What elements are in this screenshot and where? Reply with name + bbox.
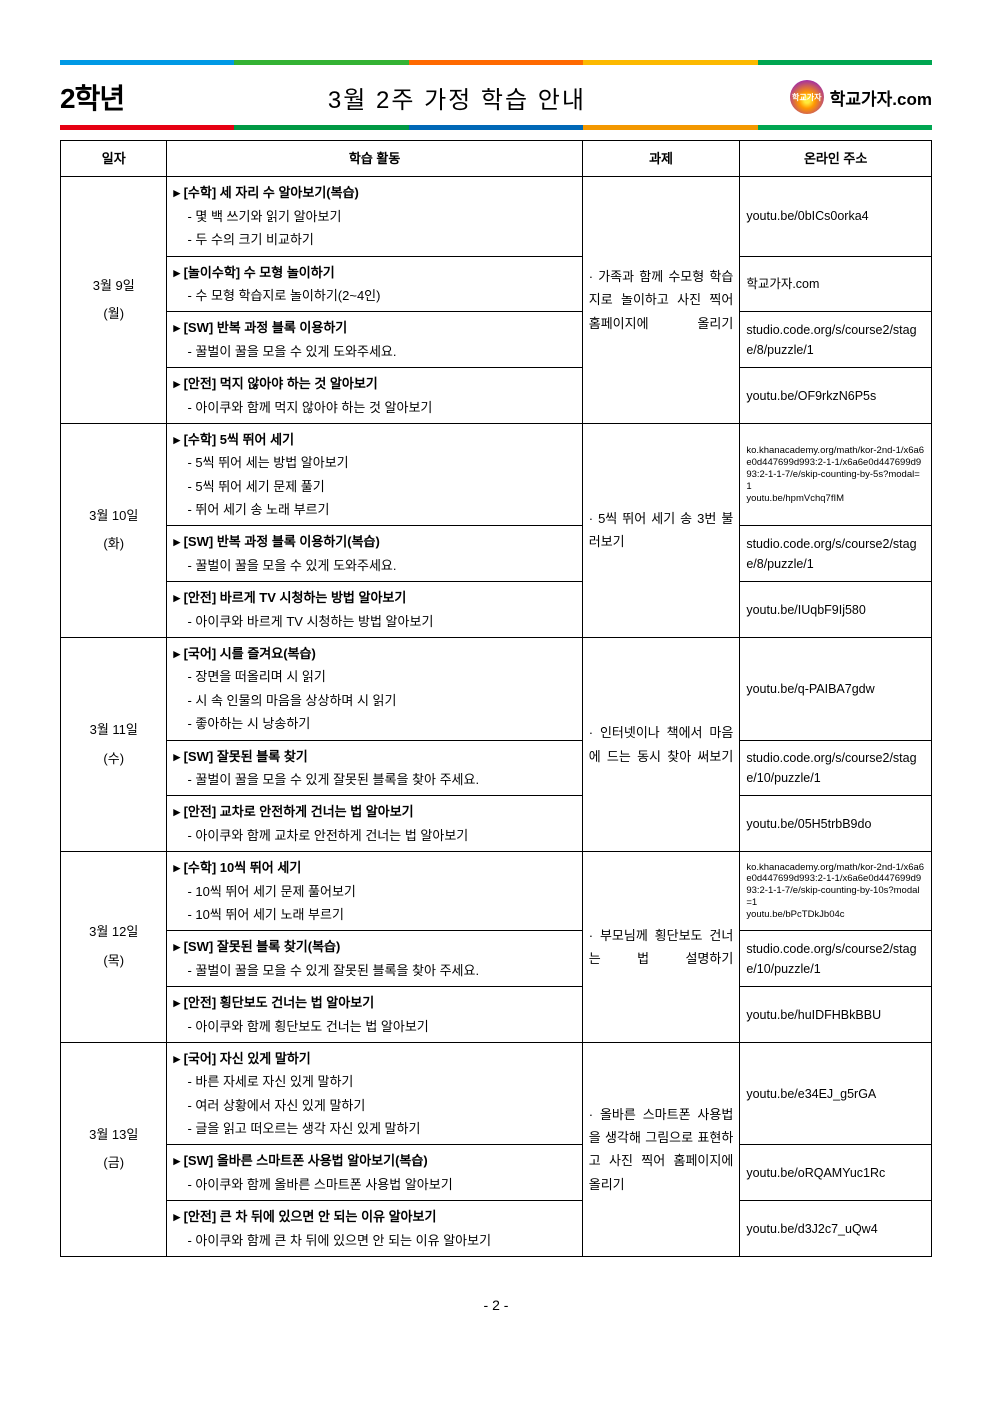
date-cell: 3월 13일(금) [61, 1042, 167, 1256]
page-number: - 2 - [60, 1297, 932, 1313]
activity-cell: ▸ [안전] 횡단보도 건너는 법 알아보기- 아이쿠와 함께 횡단보도 건너는… [167, 987, 582, 1043]
task-cell: · 5씩 뛰어 세기 송 3번 불러보기 [582, 423, 740, 637]
table-body: 3월 9일(월)▸ [수학] 세 자리 수 알아보기(복습)- 몇 백 쓰기와 … [61, 177, 932, 1257]
table-header-row: 일자 학습 활동 과제 온라인 주소 [61, 141, 932, 177]
activity-cell: ▸ [SW] 잘못된 블록 찾기(복습)- 꿀벌이 꿀을 모을 수 있게 잘못된… [167, 931, 582, 987]
header-row: 2학년 3월 2주 가정 학습 안내 학교가자 학교가자.com [60, 73, 932, 125]
table-row: ▸ [SW] 잘못된 블록 찾기- 꿀벌이 꿀을 모을 수 있게 잘못된 블록을… [61, 740, 932, 796]
table-row: ▸ [안전] 큰 차 뒤에 있으면 안 되는 이유 알아보기- 아이쿠와 함께 … [61, 1201, 932, 1257]
url-cell: 학교가자.com [740, 256, 932, 312]
date-cell: 3월 9일(월) [61, 177, 167, 424]
grade-label: 2학년 [60, 77, 124, 117]
url-cell: studio.code.org/s/course2/stage/10/puzzl… [740, 931, 932, 987]
activity-cell: ▸ [안전] 교차로 안전하게 건너는 법 알아보기- 아이쿠와 함께 교차로 … [167, 796, 582, 852]
url-cell: youtu.be/oRQAMYuc1Rc [740, 1145, 932, 1201]
table-row: ▸ [SW] 잘못된 블록 찾기(복습)- 꿀벌이 꿀을 모을 수 있게 잘못된… [61, 931, 932, 987]
task-cell: · 부모님께 횡단보도 건너는 법 설명하기 [582, 852, 740, 1043]
url-cell: studio.code.org/s/course2/stage/10/puzzl… [740, 740, 932, 796]
activity-cell: ▸ [SW] 반복 과정 블록 이용하기- 꿀벌이 꿀을 모을 수 있게 도와주… [167, 312, 582, 368]
activity-cell: ▸ [SW] 반복 과정 블록 이용하기(복습)- 꿀벌이 꿀을 모을 수 있게… [167, 526, 582, 582]
url-cell: youtu.be/q-PAIBA7gdw [740, 638, 932, 741]
task-cell: · 인터넷이나 책에서 마음에 드는 동시 찾아 써보기 [582, 638, 740, 852]
activity-cell: ▸ [수학] 5씩 뛰어 세기- 5씩 뛰어 세는 방법 알아보기- 5씩 뛰어… [167, 423, 582, 526]
url-cell: youtu.be/huIDFHBkBBU [740, 987, 932, 1043]
activity-cell: ▸ [국어] 시를 즐겨요(복습)- 장면을 떠올리며 시 읽기- 시 속 인물… [167, 638, 582, 741]
th-url: 온라인 주소 [740, 141, 932, 177]
th-date: 일자 [61, 141, 167, 177]
table-row: 3월 11일(수)▸ [국어] 시를 즐겨요(복습)- 장면을 떠올리며 시 읽… [61, 638, 932, 741]
table-row: ▸ [안전] 횡단보도 건너는 법 알아보기- 아이쿠와 함께 횡단보도 건너는… [61, 987, 932, 1043]
date-cell: 3월 11일(수) [61, 638, 167, 852]
date-cell: 3월 10일(화) [61, 423, 167, 637]
schedule-table: 일자 학습 활동 과제 온라인 주소 3월 9일(월)▸ [수학] 세 자리 수… [60, 140, 932, 1257]
url-cell: youtu.be/0bICs0orka4 [740, 177, 932, 256]
url-cell: ko.khanacademy.org/math/kor-2nd-1/x6a6e0… [740, 423, 932, 526]
url-cell: studio.code.org/s/course2/stage/8/puzzle… [740, 312, 932, 368]
task-cell: · 가족과 함께 수모형 학습지로 놀이하고 사진 찍어 홈페이지에 올리기 [582, 177, 740, 424]
table-row: 3월 9일(월)▸ [수학] 세 자리 수 알아보기(복습)- 몇 백 쓰기와 … [61, 177, 932, 256]
activity-cell: ▸ [안전] 큰 차 뒤에 있으면 안 되는 이유 알아보기- 아이쿠와 함께 … [167, 1201, 582, 1257]
page-title: 3월 2주 가정 학습 안내 [124, 80, 790, 115]
logo-icon: 학교가자 [790, 80, 824, 114]
task-cell: · 올바른 스마트폰 사용법을 생각해 그림으로 표현하고 사진 찍어 홈페이지… [582, 1042, 740, 1256]
url-cell: youtu.be/OF9rkzN6P5s [740, 368, 932, 424]
activity-cell: ▸ [안전] 먹지 않아야 하는 것 알아보기- 아이쿠와 함께 먹지 않아야 … [167, 368, 582, 424]
url-cell: youtu.be/05H5trbB9do [740, 796, 932, 852]
activity-cell: ▸ [놀이수학] 수 모형 놀이하기- 수 모형 학습지로 놀이하기(2~4인) [167, 256, 582, 312]
table-row: ▸ [놀이수학] 수 모형 놀이하기- 수 모형 학습지로 놀이하기(2~4인)… [61, 256, 932, 312]
table-row: ▸ [SW] 반복 과정 블록 이용하기- 꿀벌이 꿀을 모을 수 있게 도와주… [61, 312, 932, 368]
bottom-color-bar [60, 125, 932, 130]
table-row: 3월 12일(목)▸ [수학] 10씩 뛰어 세기- 10씩 뛰어 세기 문제 … [61, 852, 932, 931]
table-row: ▸ [SW] 올바른 스마트폰 사용법 알아보기(복습)- 아이쿠와 함께 올바… [61, 1145, 932, 1201]
url-cell: youtu.be/IUqbF9Ij580 [740, 582, 932, 638]
table-row: ▸ [SW] 반복 과정 블록 이용하기(복습)- 꿀벌이 꿀을 모을 수 있게… [61, 526, 932, 582]
activity-cell: ▸ [SW] 잘못된 블록 찾기- 꿀벌이 꿀을 모을 수 있게 잘못된 블록을… [167, 740, 582, 796]
th-task: 과제 [582, 141, 740, 177]
table-row: ▸ [안전] 바르게 TV 시청하는 방법 알아보기- 아이쿠와 바르게 TV … [61, 582, 932, 638]
activity-cell: ▸ [안전] 바르게 TV 시청하는 방법 알아보기- 아이쿠와 바르게 TV … [167, 582, 582, 638]
activity-cell: ▸ [SW] 올바른 스마트폰 사용법 알아보기(복습)- 아이쿠와 함께 올바… [167, 1145, 582, 1201]
table-row: ▸ [안전] 교차로 안전하게 건너는 법 알아보기- 아이쿠와 함께 교차로 … [61, 796, 932, 852]
logo-area: 학교가자 학교가자.com [790, 80, 932, 114]
date-cell: 3월 12일(목) [61, 852, 167, 1043]
activity-cell: ▸ [수학] 10씩 뛰어 세기- 10씩 뛰어 세기 문제 풀어보기- 10씩… [167, 852, 582, 931]
logo-text: 학교가자.com [830, 85, 932, 110]
table-row: 3월 13일(금)▸ [국어] 자신 있게 말하기- 바른 자세로 자신 있게 … [61, 1042, 932, 1145]
activity-cell: ▸ [수학] 세 자리 수 알아보기(복습)- 몇 백 쓰기와 읽기 알아보기-… [167, 177, 582, 256]
table-row: ▸ [안전] 먹지 않아야 하는 것 알아보기- 아이쿠와 함께 먹지 않아야 … [61, 368, 932, 424]
url-cell: youtu.be/d3J2c7_uQw4 [740, 1201, 932, 1257]
url-cell: ko.khanacademy.org/math/kor-2nd-1/x6a6e0… [740, 852, 932, 931]
table-row: 3월 10일(화)▸ [수학] 5씩 뛰어 세기- 5씩 뛰어 세는 방법 알아… [61, 423, 932, 526]
url-cell: studio.code.org/s/course2/stage/8/puzzle… [740, 526, 932, 582]
th-activity: 학습 활동 [167, 141, 582, 177]
top-color-bar [60, 60, 932, 65]
activity-cell: ▸ [국어] 자신 있게 말하기- 바른 자세로 자신 있게 말하기- 여러 상… [167, 1042, 582, 1145]
url-cell: youtu.be/e34EJ_g5rGA [740, 1042, 932, 1145]
